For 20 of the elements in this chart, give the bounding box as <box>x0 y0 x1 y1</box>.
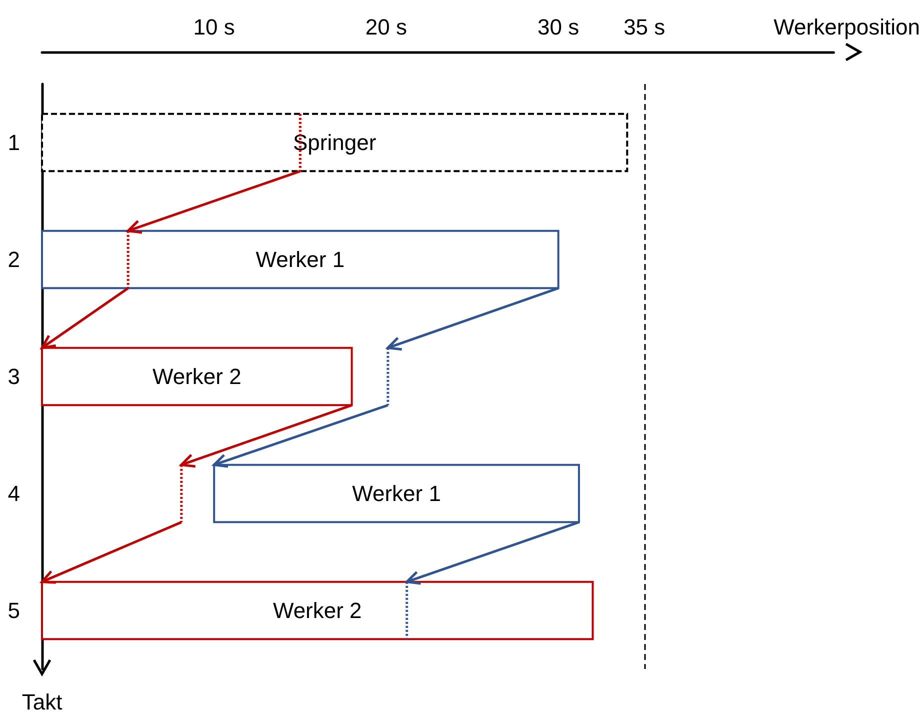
y-tick-label: 2 <box>8 247 20 272</box>
series-label: Werker 1 <box>352 481 441 506</box>
series-label: Werker 2 <box>272 598 362 623</box>
y-tick-label: 3 <box>8 364 20 389</box>
y-tick-label: 4 <box>8 481 20 506</box>
bar <box>213 464 580 524</box>
x-tick-label: 30 s <box>538 14 580 40</box>
text: Werker 1 <box>256 247 345 272</box>
series-label: Springer <box>293 130 376 155</box>
x-axis-title: Werkerposition <box>774 14 920 40</box>
x-tick-label: 10 s <box>193 14 235 40</box>
y-tick-label: 5 <box>8 598 20 623</box>
x-tick-label: 35 s <box>624 14 666 40</box>
bar <box>41 580 594 640</box>
bar <box>41 346 353 406</box>
y-axis-title: Takt <box>22 690 62 713</box>
text: Werker 2 <box>152 364 242 389</box>
x-tick-label: 20 s <box>365 14 408 40</box>
y-tick-label: 1 <box>8 130 20 155</box>
bar <box>41 230 560 290</box>
